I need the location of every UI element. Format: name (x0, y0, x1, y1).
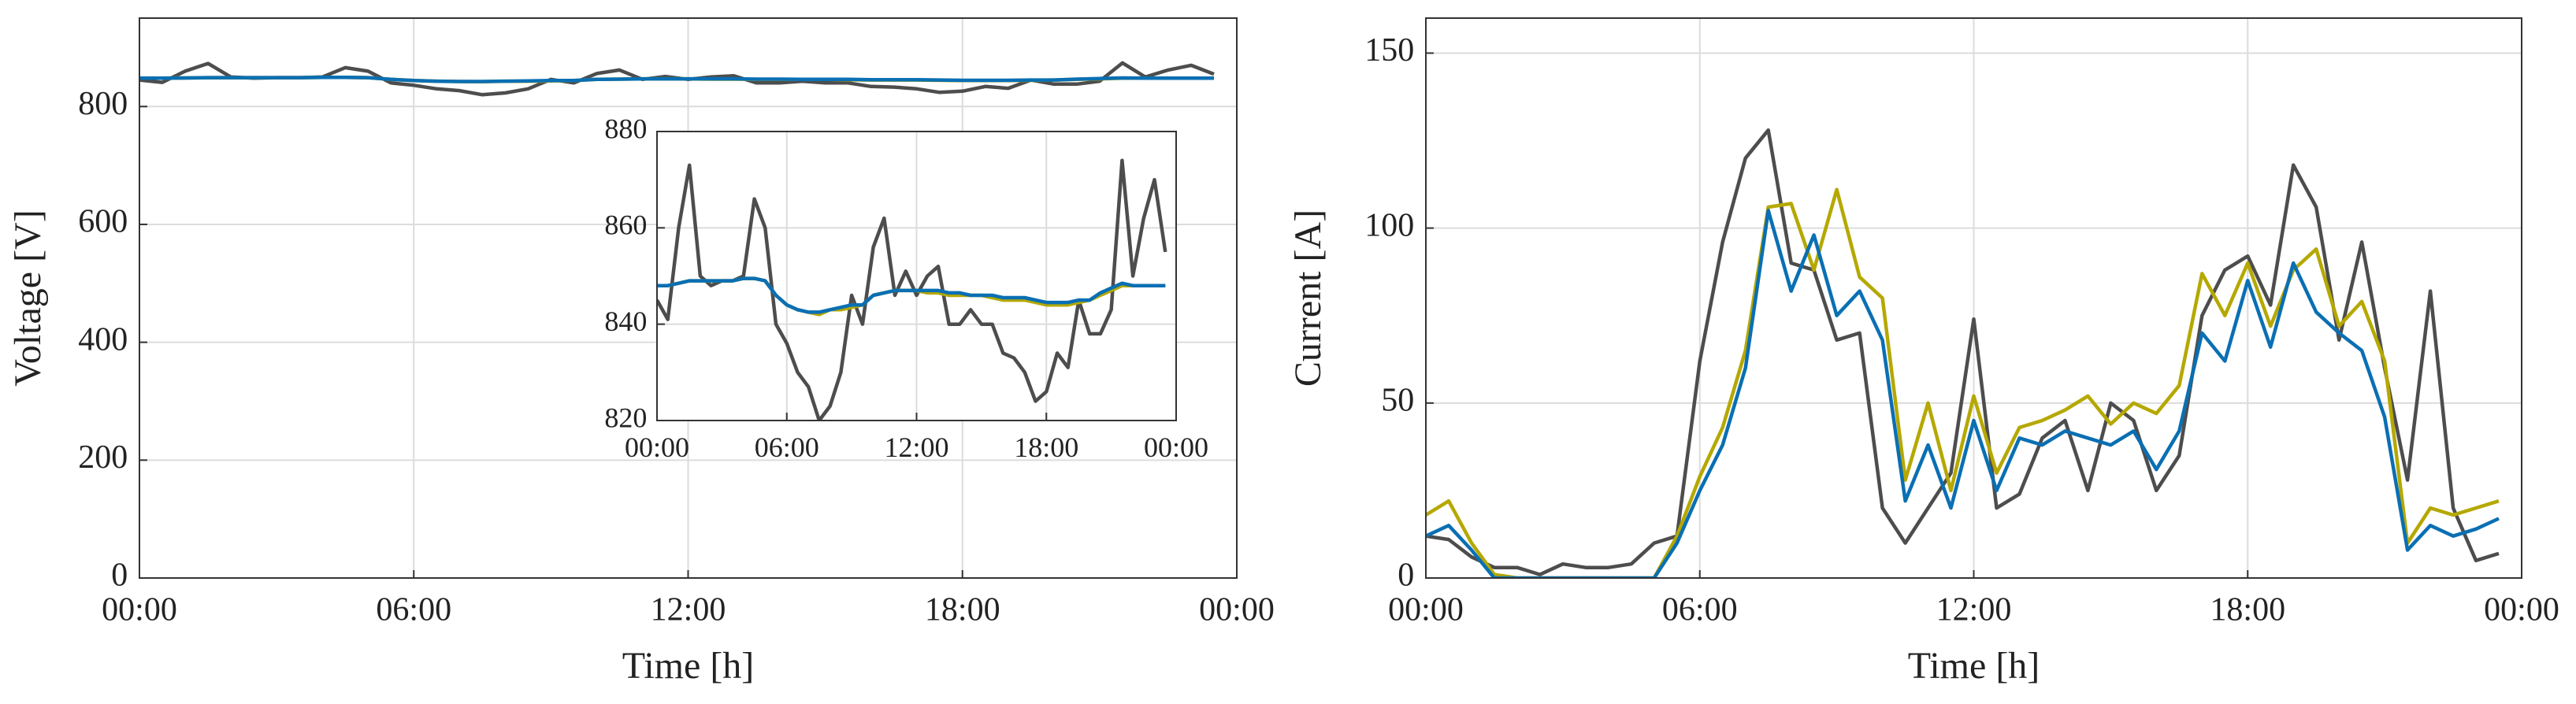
x-tick-label: 12:00 (1936, 592, 2012, 628)
y-axis-label: Current [A] (1287, 209, 1329, 387)
x-tick-label: 00:00 (102, 592, 177, 628)
x-tick-label: 18:00 (925, 592, 1000, 628)
y-tick-label: 0 (111, 558, 128, 594)
y-tick-label: 0 (1397, 558, 1414, 594)
y-tick-label: 50 (1381, 382, 1414, 418)
x-tick-label: 18:00 (2210, 592, 2285, 628)
y-tick-label: 800 (78, 86, 128, 122)
x-tick-label: 00:00 (1388, 592, 1464, 628)
x-axis-label: Time [h] (1908, 645, 2040, 687)
y-tick-label: 840 (604, 306, 647, 337)
x-tick-label: 00:00 (2484, 592, 2559, 628)
y-tick-label: 820 (604, 402, 647, 433)
x-axis-label: Time [h] (622, 645, 755, 687)
y-tick-label: 200 (78, 439, 128, 476)
x-tick-label: 00:00 (1199, 592, 1275, 628)
x-tick-label: 06:00 (376, 592, 451, 628)
x-tick-label: 12:00 (651, 592, 726, 628)
x-tick-label: 12:00 (884, 432, 948, 463)
data-line (657, 158, 1167, 421)
plot-frame (656, 131, 1177, 421)
data-line (1426, 128, 2500, 576)
x-tick-label: 18:00 (1014, 432, 1078, 463)
plot-frame (139, 17, 1238, 579)
data-line (657, 276, 1166, 314)
x-tick-label: 06:00 (755, 432, 819, 463)
x-tick-label: 00:00 (625, 432, 689, 463)
y-tick-label: 860 (604, 209, 647, 241)
data-line (139, 75, 1214, 83)
y-tick-label: 150 (1364, 32, 1414, 69)
data-line (1426, 187, 2500, 578)
plot-frame (1425, 17, 2522, 579)
x-tick-label: 00:00 (1144, 432, 1208, 463)
y-axis-label: Voltage [V] (7, 209, 49, 386)
y-tick-label: 400 (78, 321, 128, 358)
y-tick-label: 100 (1364, 207, 1414, 243)
y-tick-label: 600 (78, 204, 128, 240)
x-tick-label: 06:00 (1662, 592, 1738, 628)
data-line (1426, 209, 2500, 578)
y-tick-label: 880 (604, 113, 647, 144)
